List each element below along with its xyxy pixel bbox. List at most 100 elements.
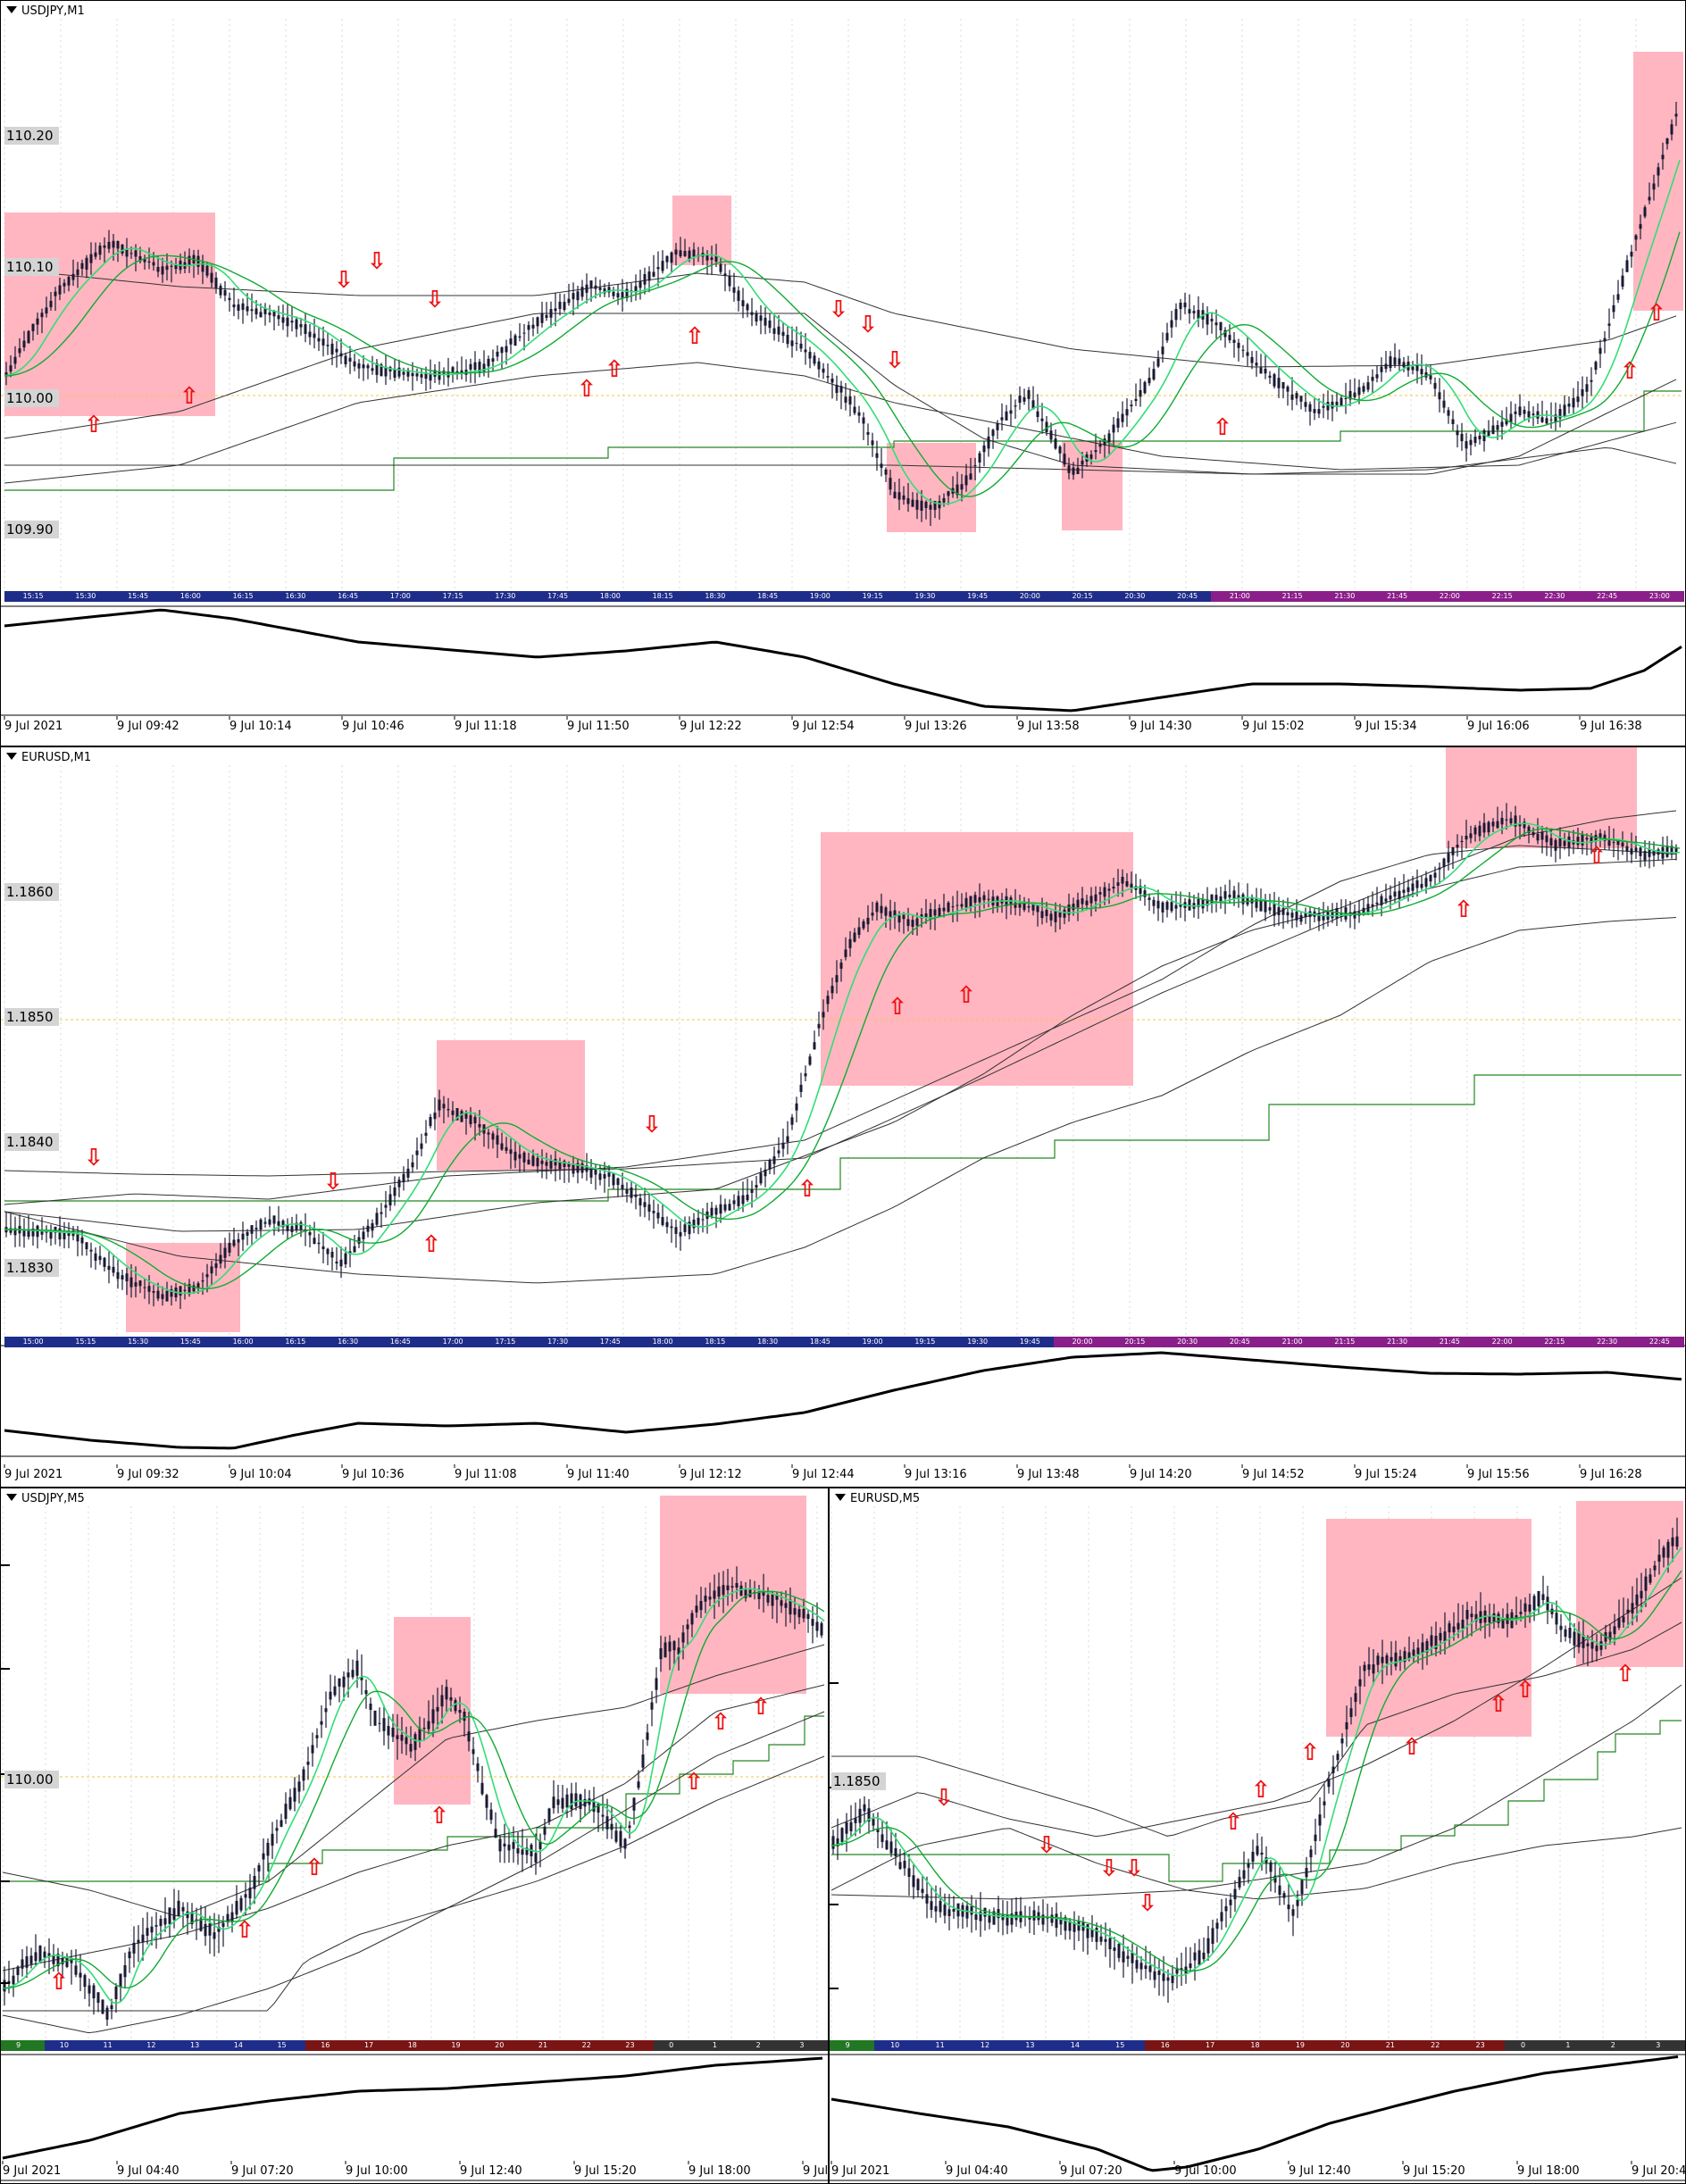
candle-body xyxy=(924,913,928,919)
candle-body xyxy=(1572,397,1575,408)
candle-body xyxy=(862,417,865,424)
candle-body xyxy=(480,1782,484,1795)
candle-body xyxy=(186,1911,189,1919)
candle-body xyxy=(476,1763,480,1771)
candle-body xyxy=(777,326,780,335)
candle-body xyxy=(656,1213,660,1219)
price-plot[interactable] xyxy=(1,747,1686,1488)
candle-body xyxy=(1442,858,1446,868)
candle-body xyxy=(1255,363,1258,366)
candle-body xyxy=(614,1830,618,1842)
time-bar-segment xyxy=(1158,591,1213,602)
candle-body xyxy=(489,1809,493,1821)
price-plot[interactable] xyxy=(1,1488,829,2184)
hour-tick-label: 15:15 xyxy=(22,592,44,600)
candle-body xyxy=(290,321,294,323)
candle-body xyxy=(679,1232,682,1237)
buy-arrow-icon: ⇧ xyxy=(605,356,624,383)
candle-body xyxy=(527,325,530,330)
candle-body xyxy=(1523,821,1526,829)
time-bar-segment xyxy=(1415,2040,1461,2051)
candle-body xyxy=(161,1294,164,1299)
x-axis-label: 9 Jul 12:40 xyxy=(1289,2164,1351,2178)
x-axis-label: 9 Jul 2021 xyxy=(3,2164,62,2178)
hour-tick-label: 19:30 xyxy=(967,1338,989,1346)
price-plot[interactable] xyxy=(830,1488,1686,2184)
chart-panel-eurusd-m1[interactable]: EURUSD,M1 1.1860 1.1850 1.1840 1.1830 15… xyxy=(0,746,1686,1488)
candle-body xyxy=(858,1808,862,1823)
candle-body xyxy=(1264,901,1267,913)
candle-body xyxy=(67,1231,71,1237)
candle-body xyxy=(764,1169,767,1177)
candle-body xyxy=(1559,1625,1563,1630)
candle-body xyxy=(1067,465,1071,473)
time-bar-segment xyxy=(1001,1337,1055,1347)
candle-body xyxy=(1662,1547,1665,1558)
candle-body xyxy=(875,902,879,913)
candle-body xyxy=(1308,404,1312,412)
candle-body xyxy=(1491,425,1495,435)
chart-panel-eurusd-m5[interactable]: EURUSD,M5 1.1850 9 10 11 12 13 14 15 16 17 18 19 20… xyxy=(829,1488,1686,2184)
time-bar-segment xyxy=(56,1337,111,1347)
candle-body xyxy=(1558,838,1562,847)
candle-body xyxy=(1273,1875,1277,1883)
candle-body xyxy=(1608,1631,1612,1640)
candle-body xyxy=(1478,436,1482,439)
envelope-band xyxy=(4,313,1677,475)
candle-body xyxy=(799,343,803,349)
time-bar-segment xyxy=(480,2040,524,2051)
slow-moving-average xyxy=(4,828,1681,1290)
symbol-label: EURUSD,M5 xyxy=(850,1492,921,1505)
chart-panel-usdjpy-m1[interactable]: USDJPY,M1 110.20 110.10 110.00 109.90 15… xyxy=(0,0,1686,746)
time-bar-segment xyxy=(634,591,688,602)
candle-body xyxy=(552,1796,555,1809)
hour-tick-label: 22:00 xyxy=(1439,592,1460,600)
candle-body xyxy=(826,376,830,378)
candle-body xyxy=(1666,1541,1670,1558)
hour-tick-label: 21:30 xyxy=(1334,592,1356,600)
candle-body xyxy=(863,1804,866,1812)
collapse-triangle-icon[interactable] xyxy=(6,6,17,13)
candle-body xyxy=(920,914,923,919)
candle-body xyxy=(692,249,696,257)
candle-body xyxy=(1064,1917,1067,1931)
time-bar-segment xyxy=(1368,1337,1423,1347)
collapse-triangle-icon[interactable] xyxy=(6,1494,17,1501)
x-axis-label: 9 Jul 04:40 xyxy=(946,2164,1008,2178)
chart-panel-usdjpy-m5[interactable]: USDJPY,M5 110.00 9 10 11 12 13 14 15 16 17 18 19 20… xyxy=(0,1488,829,2184)
candle-body xyxy=(1456,845,1459,848)
candle-body xyxy=(1349,1708,1353,1717)
candle-body xyxy=(442,1104,446,1109)
collapse-triangle-icon[interactable] xyxy=(6,753,17,760)
candle-body xyxy=(1305,1868,1308,1878)
candle-body xyxy=(701,1219,705,1221)
candle-body xyxy=(1670,846,1673,854)
candle-body xyxy=(969,473,972,480)
candle-body xyxy=(741,1195,745,1205)
candle-body xyxy=(123,1965,127,1978)
hour-tick-label: 12 xyxy=(980,2041,990,2049)
collapse-triangle-icon[interactable] xyxy=(835,1494,846,1501)
time-bar-segment xyxy=(830,2040,876,2051)
price-plot[interactable] xyxy=(1,1,1686,746)
candle-body xyxy=(201,1280,204,1282)
candle-body xyxy=(357,1237,361,1244)
hour-tick-label: 22:00 xyxy=(1491,1338,1513,1346)
candle-body xyxy=(1260,1852,1264,1855)
candle-body xyxy=(213,1932,216,1939)
candle-body xyxy=(324,1708,328,1713)
time-bar-segment xyxy=(4,591,58,602)
candle-body xyxy=(789,1599,792,1615)
candle-body xyxy=(512,1842,515,1849)
candle-body xyxy=(321,1246,325,1249)
envelope-band xyxy=(3,1755,825,2012)
candle-body xyxy=(1403,1651,1406,1663)
candle-body xyxy=(277,315,280,320)
candle-body xyxy=(710,1207,714,1216)
hour-tick-label: 10 xyxy=(59,2041,69,2049)
candle-body xyxy=(433,1113,437,1120)
candle-body xyxy=(1290,913,1294,918)
candle-body xyxy=(346,1672,350,1678)
time-bar-segment xyxy=(1280,2040,1326,2051)
candle-body xyxy=(1363,1664,1366,1671)
